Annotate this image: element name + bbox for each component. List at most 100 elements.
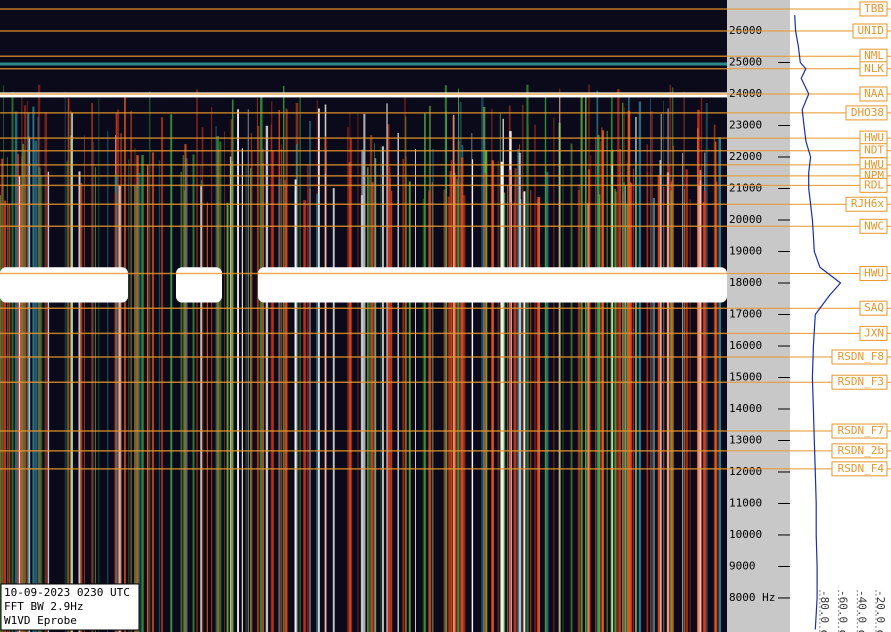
noise-streak (107, 130, 109, 632)
noise-streak (483, 139, 485, 632)
noise-streak (182, 155, 184, 632)
noise-streak (537, 196, 540, 632)
noise-streak (79, 183, 83, 632)
noise-streak (71, 112, 73, 632)
station-box (859, 300, 888, 316)
noise-streak (27, 112, 30, 632)
station-label: HWU (864, 131, 884, 144)
noise-streak (265, 125, 269, 632)
noise-streak (237, 109, 239, 632)
noise-streak (522, 104, 524, 632)
station-label: NDT (864, 144, 884, 157)
noise-streak (14, 111, 18, 632)
noise-streak (713, 124, 716, 632)
noise-streak (553, 117, 555, 632)
noise-streak (580, 97, 583, 632)
station-box (831, 443, 888, 459)
noise-streak (514, 168, 517, 632)
noise-streak (523, 191, 526, 632)
noise-streak (151, 152, 154, 632)
noise-streak (270, 124, 272, 632)
noise-streak (149, 91, 151, 632)
noise-streak (588, 169, 590, 632)
noise-streak (18, 176, 21, 632)
noise-streak (484, 173, 486, 632)
station-label: NWC (864, 219, 884, 232)
y-tick-label: 25000 (729, 55, 762, 68)
station-label: RSDN_F8 (838, 350, 884, 363)
noise-streak (682, 153, 684, 632)
noise-streak (130, 182, 132, 632)
y-tick-label: 15000 (729, 370, 762, 383)
noise-streak (196, 89, 198, 632)
noise-streak (600, 141, 602, 632)
y-tick-label: 21000 (729, 181, 762, 194)
noise-streak (37, 116, 39, 632)
noise-streak (303, 200, 306, 632)
noise-streak (633, 168, 634, 632)
y-tick-label: 17000 (729, 307, 762, 320)
noise-streak (278, 179, 281, 632)
noise-streak (25, 164, 27, 632)
noise-streak (332, 188, 335, 632)
noise-streak (137, 172, 141, 632)
noise-streak (546, 171, 549, 632)
noise-streak (415, 149, 416, 632)
noise-streak (463, 195, 466, 632)
station-label: HWU (864, 267, 884, 280)
noise-streak (17, 153, 19, 632)
station-label: NML (864, 49, 884, 62)
noise-streak (256, 98, 258, 632)
station-label: HWU (864, 158, 884, 171)
noise-streak (514, 179, 516, 632)
station-box (859, 86, 888, 102)
noise-streak (280, 149, 283, 632)
noise-streak (200, 186, 202, 632)
noise-streak (250, 168, 252, 632)
noise-streak (699, 169, 702, 632)
carrier-band (0, 62, 727, 66)
noise-streak (622, 102, 624, 632)
noise-streak (499, 113, 501, 632)
noise-streak (114, 176, 118, 632)
noise-streak (657, 174, 661, 632)
station-label: RSDN_F3 (838, 375, 884, 388)
noise-streak (37, 84, 41, 632)
noise-streak (562, 163, 564, 632)
noise-streak (497, 160, 499, 632)
noise-streak (432, 148, 434, 632)
station-box (859, 1, 888, 17)
noise-streak (374, 158, 377, 632)
station-box (859, 266, 888, 282)
station-box (831, 461, 888, 477)
station-box (831, 374, 888, 390)
noise-streak (623, 182, 625, 632)
noise-streak (404, 94, 406, 632)
noise-streak (136, 155, 139, 632)
noise-streak (1, 158, 4, 632)
noise-streak (559, 93, 561, 632)
noise-streak (534, 124, 536, 632)
noise-streak (284, 180, 287, 632)
noise-streak (453, 115, 455, 632)
noise-streak (601, 127, 603, 632)
station-label: NLK (864, 62, 884, 75)
waterfall (0, 62, 729, 632)
noise-streak (185, 163, 187, 632)
noise-streak (452, 116, 454, 632)
y-tick-label: 22000 (729, 150, 762, 163)
noise-streak (449, 171, 452, 632)
noise-streak (718, 137, 721, 632)
station-label: DHO38 (851, 106, 884, 119)
noise-streak (650, 98, 651, 632)
noise-streak (170, 114, 173, 632)
y-tick-label: 23000 (729, 118, 762, 131)
saq-band (258, 267, 727, 303)
noise-streak (405, 116, 407, 632)
x-tick-label: -20.0 dB (874, 590, 887, 632)
noise-streak (387, 124, 390, 632)
noise-streak (318, 108, 320, 632)
noise-streak (215, 125, 217, 632)
